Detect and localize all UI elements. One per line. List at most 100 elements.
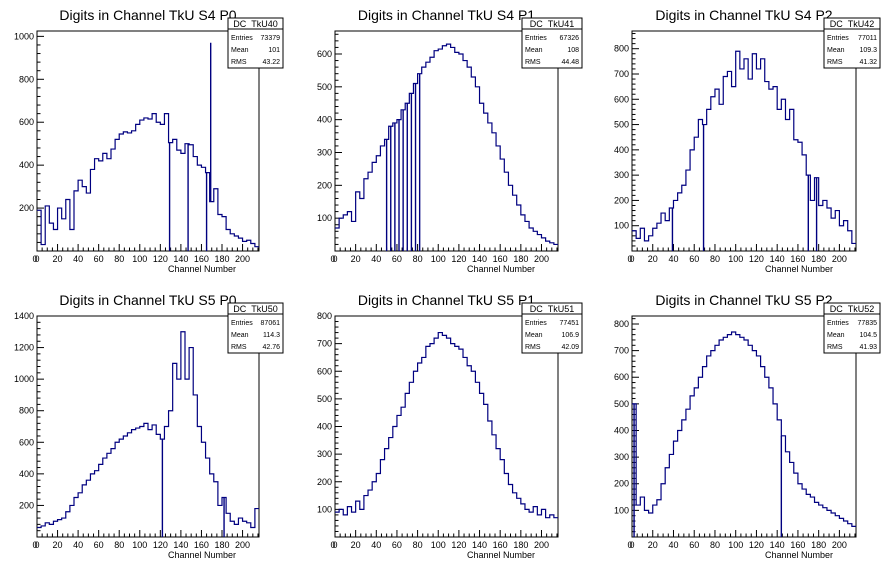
stats-value: 77835 xyxy=(858,320,878,327)
x-tick-label: 140 xyxy=(472,540,487,550)
stats-box: DC_TkU52 Entries 77835 Mean 104.5 RMS 41.93 xyxy=(823,302,881,354)
x-tick-label: 180 xyxy=(214,540,229,550)
stats-label: RMS xyxy=(231,59,247,66)
x-tick-label: 140 xyxy=(173,254,188,264)
histogram-line xyxy=(37,331,259,529)
x-tick-label-origin: 0 xyxy=(32,540,37,550)
panel-title: Digits in Channel TkU S4 P0 xyxy=(59,7,236,23)
stats-label: Mean xyxy=(525,332,543,339)
stats-frame xyxy=(521,302,583,354)
x-tick-label-origin: 0 xyxy=(330,254,335,264)
x-tick-label: 40 xyxy=(668,254,678,264)
y-tick-label: 800 xyxy=(19,406,34,416)
y-tick-label: 500 xyxy=(614,399,629,409)
y-tick-label: 400 xyxy=(614,425,629,435)
y-tick-label: 500 xyxy=(317,82,332,92)
stats-label: Entries xyxy=(231,320,253,327)
stats-name: DC_TkU52 xyxy=(830,304,875,314)
stats-frame xyxy=(823,302,881,354)
x-tick-label: 140 xyxy=(770,540,785,550)
x-tick-label: 120 xyxy=(153,254,168,264)
x-tick-label: 140 xyxy=(770,254,785,264)
y-tick-label: 1000 xyxy=(14,31,34,41)
histogram-panel-3: Digits in Channel TkU S4 P2 0 20 40 60 80 100 1… xyxy=(614,7,881,274)
y-tick-label: 200 xyxy=(19,500,34,510)
stats-value: 109.3 xyxy=(859,47,877,54)
stats-label: Mean xyxy=(827,47,845,54)
y-tick-label: 100 xyxy=(317,504,332,514)
x-tick-label: 0 xyxy=(332,254,337,264)
x-tick-label: 160 xyxy=(194,254,209,264)
y-tick-label: 1400 xyxy=(14,311,34,321)
x-tick-label: 0 xyxy=(629,540,634,550)
x-tick-label: 120 xyxy=(451,540,466,550)
y-tick-label: 300 xyxy=(614,170,629,180)
stats-label: RMS xyxy=(525,59,541,66)
stats-value: 101 xyxy=(268,47,280,54)
x-axis-label: Channel Number xyxy=(168,264,236,274)
y-tick-label: 700 xyxy=(614,346,629,356)
x-tick-label: 0 xyxy=(629,254,634,264)
histogram-line xyxy=(632,331,856,527)
x-tick-label: 40 xyxy=(371,540,381,550)
stats-box: DC_TkU51 Entries 77451 Mean 106.9 RMS 42.09 xyxy=(521,302,583,354)
x-tick-label: 80 xyxy=(114,254,124,264)
x-axis-label: Channel Number xyxy=(168,550,236,560)
stats-name: DC_TkU42 xyxy=(830,19,875,29)
plot-frame xyxy=(631,30,857,252)
stats-label: Mean xyxy=(827,332,845,339)
histogram-panel-6: Digits in Channel TkU S5 P2 0 20 40 60 80 100 1… xyxy=(614,292,881,560)
x-tick-label: 100 xyxy=(728,254,743,264)
y-tick-label: 500 xyxy=(614,120,629,130)
x-tick-label: 160 xyxy=(790,540,805,550)
plot-frame xyxy=(631,315,857,538)
stats-label: Mean xyxy=(231,47,249,54)
stats-value: 67326 xyxy=(560,35,580,42)
panel-title: Digits in Channel TkU S4 P2 xyxy=(655,7,832,23)
x-tick-label: 60 xyxy=(689,540,699,550)
stats-name: DC_TkU50 xyxy=(233,304,278,314)
y-tick-label: 300 xyxy=(317,449,332,459)
y-tick-label: 500 xyxy=(317,394,332,404)
stats-label: RMS xyxy=(827,59,843,66)
x-tick-label: 120 xyxy=(749,254,764,264)
stats-label: Entries xyxy=(525,35,547,42)
y-tick-label: 100 xyxy=(614,221,629,231)
x-tick-label: 20 xyxy=(648,254,658,264)
stats-value: 41.32 xyxy=(859,59,877,66)
x-axis-label: Channel Number xyxy=(467,550,535,560)
x-axis-label: Channel Number xyxy=(765,550,833,560)
x-tick-label: 160 xyxy=(194,540,209,550)
x-tick-label: 180 xyxy=(214,254,229,264)
stats-name: DC_TkU40 xyxy=(233,19,278,29)
x-tick-label: 20 xyxy=(648,540,658,550)
stats-label: Entries xyxy=(525,320,547,327)
stats-label: RMS xyxy=(231,344,247,351)
x-tick-label: 60 xyxy=(689,254,699,264)
y-tick-label: 200 xyxy=(614,479,629,489)
y-tick-label: 200 xyxy=(19,203,34,213)
stats-frame xyxy=(823,17,881,69)
x-tick-label: 160 xyxy=(493,540,508,550)
histogram-panel-5: Digits in Channel TkU S5 P1 0 20 40 60 80 100 1… xyxy=(317,292,583,560)
x-tick-label: 60 xyxy=(94,540,104,550)
histogram-panel-4: Digits in Channel TkU S5 P0 0 20 40 60 80 100 1… xyxy=(14,292,284,560)
y-tick-label: 800 xyxy=(614,44,629,54)
stats-value: 77451 xyxy=(560,320,580,327)
plot-frame xyxy=(334,30,559,252)
x-tick-label: 40 xyxy=(73,254,83,264)
x-axis-label: Channel Number xyxy=(467,264,535,274)
histogram-panel-1: Digits in Channel TkU S4 P0 0 20 40 60 80 100 1… xyxy=(14,7,284,274)
x-tick-label: 200 xyxy=(534,254,549,264)
stats-label: Entries xyxy=(827,35,849,42)
y-tick-label: 600 xyxy=(19,437,34,447)
x-tick-label: 200 xyxy=(832,254,847,264)
y-tick-label: 200 xyxy=(614,195,629,205)
x-tick-label: 80 xyxy=(710,254,720,264)
stats-box: DC_TkU50 Entries 87061 Mean 114.3 RMS 42.76 xyxy=(227,302,284,354)
x-tick-label: 100 xyxy=(431,254,446,264)
x-tick-label: 180 xyxy=(811,540,826,550)
y-tick-label: 1000 xyxy=(14,374,34,384)
y-tick-label: 600 xyxy=(614,372,629,382)
